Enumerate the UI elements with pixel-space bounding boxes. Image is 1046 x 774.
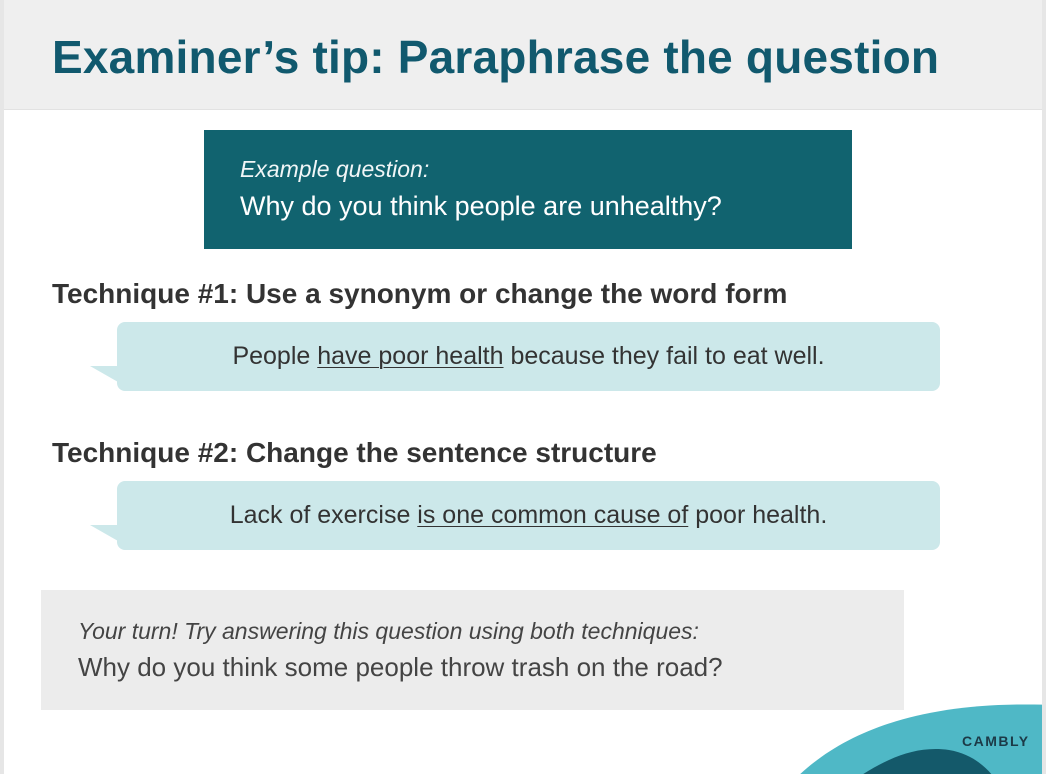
your-turn-question: Why do you think some people throw trash… xyxy=(78,652,723,682)
technique-1-heading: Technique #1: Use a synonym or change th… xyxy=(52,278,788,309)
page-title: Examiner’s tip: Paraphrase the question xyxy=(52,31,940,83)
brand-wave-dark xyxy=(863,749,992,774)
technique-1-sentence-end: because they fail to eat well. xyxy=(503,342,825,370)
brand-wave-graphic xyxy=(800,704,1042,774)
technique-2-heading: Technique #2: Change the sentence struct… xyxy=(52,437,657,468)
example-question-label: Example question: xyxy=(240,156,430,182)
technique-2-sentence-start: Lack of exercise xyxy=(229,501,418,529)
technique-1-sentence-start: People xyxy=(232,342,318,370)
example-question-text: Why do you think people are unhealthy? xyxy=(240,191,722,221)
technique-2-example-bubble: Lack of exercise is one common cause of … xyxy=(90,481,940,550)
your-turn-label: Your turn! Try answering this question u… xyxy=(78,618,699,644)
header-bar: Examiner’s tip: Paraphrase the question xyxy=(4,0,1042,110)
technique-2-underlined-phrase: is one common cause of xyxy=(417,501,689,529)
cambly-logo-text: CAMBLY xyxy=(962,733,1030,749)
example-question-box: Example question: Why do you think peopl… xyxy=(204,130,852,249)
your-turn-box: Your turn! Try answering this question u… xyxy=(41,590,904,710)
speech-bubble-tail xyxy=(90,525,118,541)
technique-1-example-bubble: People have poor health because they fai… xyxy=(90,322,940,391)
speech-bubble-tail xyxy=(90,366,118,382)
technique-2-sentence-end: poor health. xyxy=(688,501,828,529)
technique-1-underlined-phrase: have poor health xyxy=(317,342,504,370)
brand-wave-light xyxy=(800,704,1042,774)
